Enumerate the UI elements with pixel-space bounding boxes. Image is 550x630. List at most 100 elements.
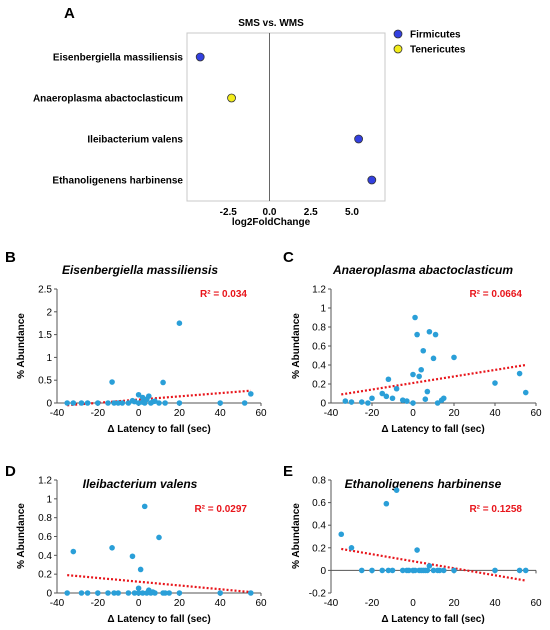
panel-a-category-label: Anaeroplasma abactoclasticum <box>33 94 183 105</box>
data-point <box>78 590 85 596</box>
data-point <box>248 391 254 397</box>
data-point <box>176 400 183 406</box>
data-point <box>111 590 117 596</box>
x-tick-label: 40 <box>215 598 227 609</box>
y-tick-label: 2 <box>46 307 52 318</box>
y-tick-label: 0.6 <box>312 342 326 353</box>
data-point <box>379 567 386 574</box>
data-point <box>379 390 386 397</box>
data-point <box>176 590 183 596</box>
data-point <box>156 534 162 541</box>
y-tick-label: 1 <box>320 304 326 315</box>
panel-a-category-labels: Eisenbergiella massiliensis Anaeroplasma … <box>33 53 183 187</box>
r-squared-label: R² = 0.1258 <box>469 504 522 515</box>
data-point <box>385 567 392 574</box>
x-tick-label: 0 <box>136 408 142 419</box>
y-axis-title: % Abundance <box>291 503 302 569</box>
y-tick-label: 0.2 <box>312 543 326 554</box>
x-tick-label: 40 <box>489 598 501 609</box>
data-point <box>410 371 416 378</box>
x-tick-label: -20 <box>91 408 106 419</box>
data-point <box>95 400 101 406</box>
data-point <box>426 328 433 335</box>
data-point <box>146 393 152 399</box>
data-point <box>412 314 418 321</box>
panel-a-point <box>367 175 377 185</box>
panel-a-letter: A <box>64 5 75 22</box>
data-point <box>410 400 416 406</box>
chart-title: Anaeroplasma abactoclasticum <box>332 263 513 277</box>
data-point <box>451 567 457 574</box>
data-point <box>111 400 117 406</box>
data-point <box>129 553 136 560</box>
x-tick-label: 0 <box>410 408 416 419</box>
r-squared-label: R² = 0.0297 <box>194 504 247 515</box>
data-point <box>131 590 138 596</box>
x-axis-title: Δ Latency to fall (sec) <box>107 424 210 435</box>
panel-a-title: SMS vs. WMS <box>238 18 304 29</box>
x-tick-label: -20 <box>365 408 380 419</box>
data-point <box>430 567 437 574</box>
data-point <box>135 590 142 596</box>
x-tick-label: -40 <box>324 408 339 419</box>
y-tick-label: 2.5 <box>38 285 52 296</box>
x-tick-label: 20 <box>448 408 460 419</box>
data-point <box>436 567 443 574</box>
panel-a-category-label: Eisenbergiella massiliensis <box>53 53 184 64</box>
data-point <box>139 590 146 596</box>
data-point <box>64 400 70 406</box>
panel-a-x-ticks: -2.5 0.0 2.5 5.0 <box>220 207 360 218</box>
data-point <box>109 545 115 551</box>
x-axis-title: Δ Latency to fall (sec) <box>107 614 210 625</box>
data-point <box>348 399 355 405</box>
data-point <box>141 503 148 510</box>
panel-letter: D <box>5 463 16 480</box>
panel-a-x-axis-title: log2FoldChange <box>232 217 311 228</box>
data-point <box>162 590 168 596</box>
panel-a-x-tick-label: 0.0 <box>263 207 277 218</box>
data-point <box>162 400 168 406</box>
data-point <box>385 376 392 383</box>
chart-title: Ileibacterium valens <box>83 477 198 491</box>
panel-a-category-label: Ethanoligenens harbinense <box>52 176 183 187</box>
chart-title: Eisenbergiella massiliensis <box>62 263 218 277</box>
x-tick-label: -40 <box>324 598 339 609</box>
trendline <box>341 363 526 396</box>
x-tick-label: 0 <box>410 598 416 609</box>
y-tick-label: 1.2 <box>38 476 52 487</box>
y-tick-label: 0.8 <box>312 476 326 487</box>
x-tick-label: 60 <box>255 598 267 609</box>
legend-marker <box>393 44 403 54</box>
data-point <box>418 366 425 373</box>
data-point <box>84 590 91 596</box>
data-point <box>440 395 447 402</box>
data-point <box>426 563 433 569</box>
x-tick-label: 0 <box>136 598 142 609</box>
x-tick-label: 60 <box>255 408 267 419</box>
y-tick-label: 0.2 <box>312 380 326 391</box>
legend-label: Tenericutes <box>410 45 466 56</box>
panel-letter: B <box>5 249 16 266</box>
panel-a-x-tick-label: -2.5 <box>220 207 238 218</box>
panel-a-legend: Firmicutes Tenericutes <box>393 30 466 56</box>
trendline <box>67 389 251 407</box>
data-point <box>160 379 166 386</box>
panel-letter: C <box>283 249 294 266</box>
panel-e: E Ethanoligenens harbinense -0.2 0 0.2 0.4 0.6… <box>283 463 542 625</box>
panel-a-x-tick-label: 2.5 <box>304 207 318 218</box>
data-point <box>369 395 375 402</box>
x-axis-title: Δ Latency to fall (sec) <box>381 614 484 625</box>
y-axis-title: % Abundance <box>16 313 27 379</box>
data-point <box>430 355 437 362</box>
x-tick-label: 20 <box>448 598 460 609</box>
data-point <box>95 590 101 596</box>
data-point <box>217 400 223 406</box>
panel-a-x-tick-label: 5.0 <box>345 207 359 218</box>
panel-a-point <box>354 134 364 144</box>
panel-a-category-label: Ileibacterium valens <box>87 135 183 146</box>
data-point <box>414 331 420 338</box>
data-point <box>70 548 77 555</box>
panel-b: B Eisenbergiella massiliensis 0 0.5 1 1.5 2 2.5… <box>5 249 267 435</box>
data-point <box>492 567 498 574</box>
